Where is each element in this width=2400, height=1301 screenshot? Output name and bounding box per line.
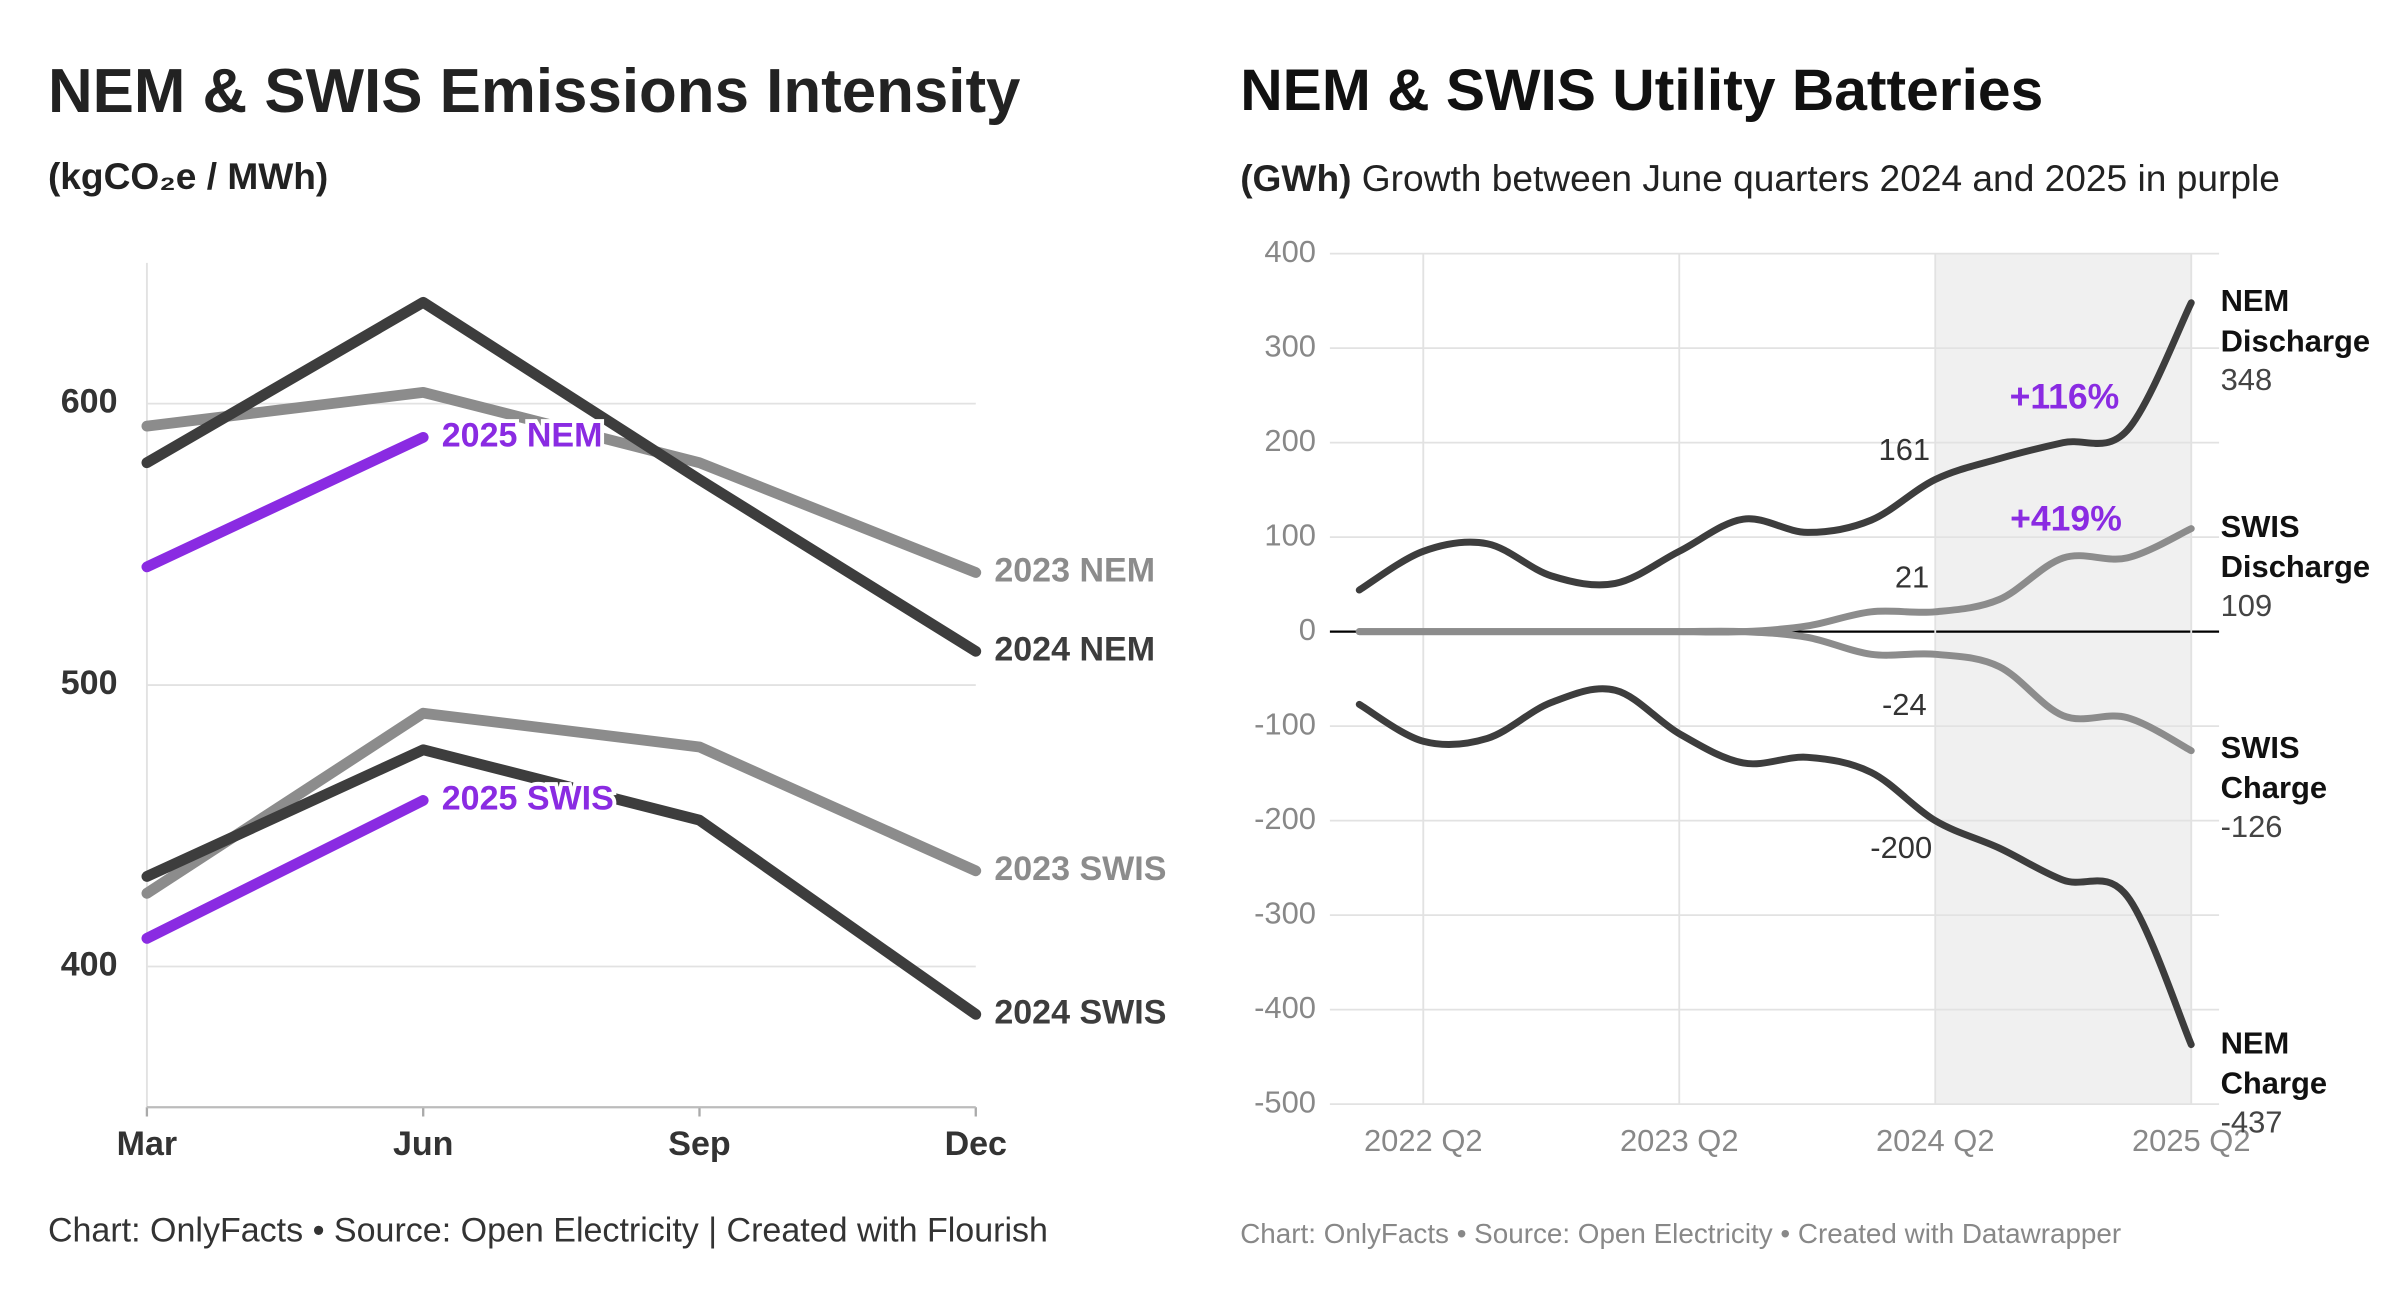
value-label: -200 [1870, 830, 1932, 865]
series-line [141, 707, 982, 899]
series-label: 2023 SWIS [994, 850, 1166, 888]
y-tick-label: 600 [61, 383, 118, 421]
x-tick-label: 2024 Q2 [1876, 1123, 1995, 1158]
y-tick-label: -200 [1254, 801, 1316, 836]
annotation: +419% [2010, 499, 2122, 539]
chart-title: NEM & SWIS Emissions Intensity [48, 57, 1021, 126]
x-tick-label: Mar [117, 1125, 178, 1163]
y-tick-label: 300 [1264, 328, 1316, 363]
y-tick-label: 0 [1299, 612, 1316, 647]
footer: Chart: OnlyFacts • Source: Open Electric… [1240, 1218, 2121, 1249]
series-line [141, 431, 429, 573]
chart-subtitle: (GWh) Growth between June quarters 2024 … [1240, 157, 2280, 199]
series-line [141, 386, 982, 578]
series-label: 2025 NEM [442, 416, 603, 454]
y-tick-label: -400 [1254, 990, 1316, 1025]
y-tick-label: 400 [61, 945, 118, 983]
value-label: 21 [1895, 559, 1929, 594]
y-tick-label: -500 [1254, 1084, 1316, 1119]
end-value-label: 109 [2221, 588, 2273, 623]
series-line [1355, 627, 2195, 755]
series-label: SWIS Charge [2221, 730, 2327, 805]
chart-title: NEM & SWIS Utility Batteries [1240, 58, 2043, 123]
y-tick-label: 200 [1264, 423, 1316, 458]
series-label: 2024 NEM [994, 630, 1155, 668]
annotation: +116% [2010, 376, 2120, 416]
series-label: SWIS Discharge [2221, 509, 2370, 584]
footer: Chart: OnlyFacts • Source: Open Electric… [48, 1211, 1048, 1249]
x-tick-label: 2022 Q2 [1364, 1123, 1483, 1158]
series-label: 2025 SWIS [442, 779, 614, 817]
x-tick-label: Dec [945, 1125, 1007, 1163]
value-label: 161 [1879, 432, 1931, 467]
subtitle-text: Growth between June quarters 2024 and 20… [1362, 157, 2280, 199]
y-tick-label: -100 [1254, 706, 1316, 741]
y-tick-label: 400 [1264, 234, 1316, 269]
end-value-label: -126 [2221, 809, 2283, 844]
chart-subtitle: (kgCO₂e / MWh) [48, 155, 328, 197]
y-unit: (GWh) [1240, 157, 1351, 199]
series-label: 2023 NEM [994, 551, 1155, 589]
y-tick-label: 500 [61, 664, 118, 702]
series-line [1355, 299, 2195, 594]
series-label: NEM Discharge [2221, 283, 2370, 358]
x-tick-label: 2025 Q2 [2132, 1123, 2251, 1158]
series-label: 2024 SWIS [994, 993, 1166, 1031]
end-value-label: -437 [2221, 1104, 2283, 1139]
x-tick-label: Sep [668, 1125, 730, 1163]
series-line [141, 744, 982, 1020]
series-line [141, 795, 429, 944]
series-label: NEM Charge [2221, 1026, 2327, 1101]
value-label: -24 [1882, 687, 1927, 722]
series-line [141, 296, 982, 657]
x-tick-label: 2023 Q2 [1620, 1123, 1739, 1158]
y-tick-label: -300 [1254, 895, 1316, 930]
end-value-label: 348 [2221, 362, 2273, 397]
x-tick-label: Jun [393, 1125, 453, 1163]
series-line [1355, 685, 2195, 1049]
y-tick-label: 100 [1264, 517, 1316, 552]
